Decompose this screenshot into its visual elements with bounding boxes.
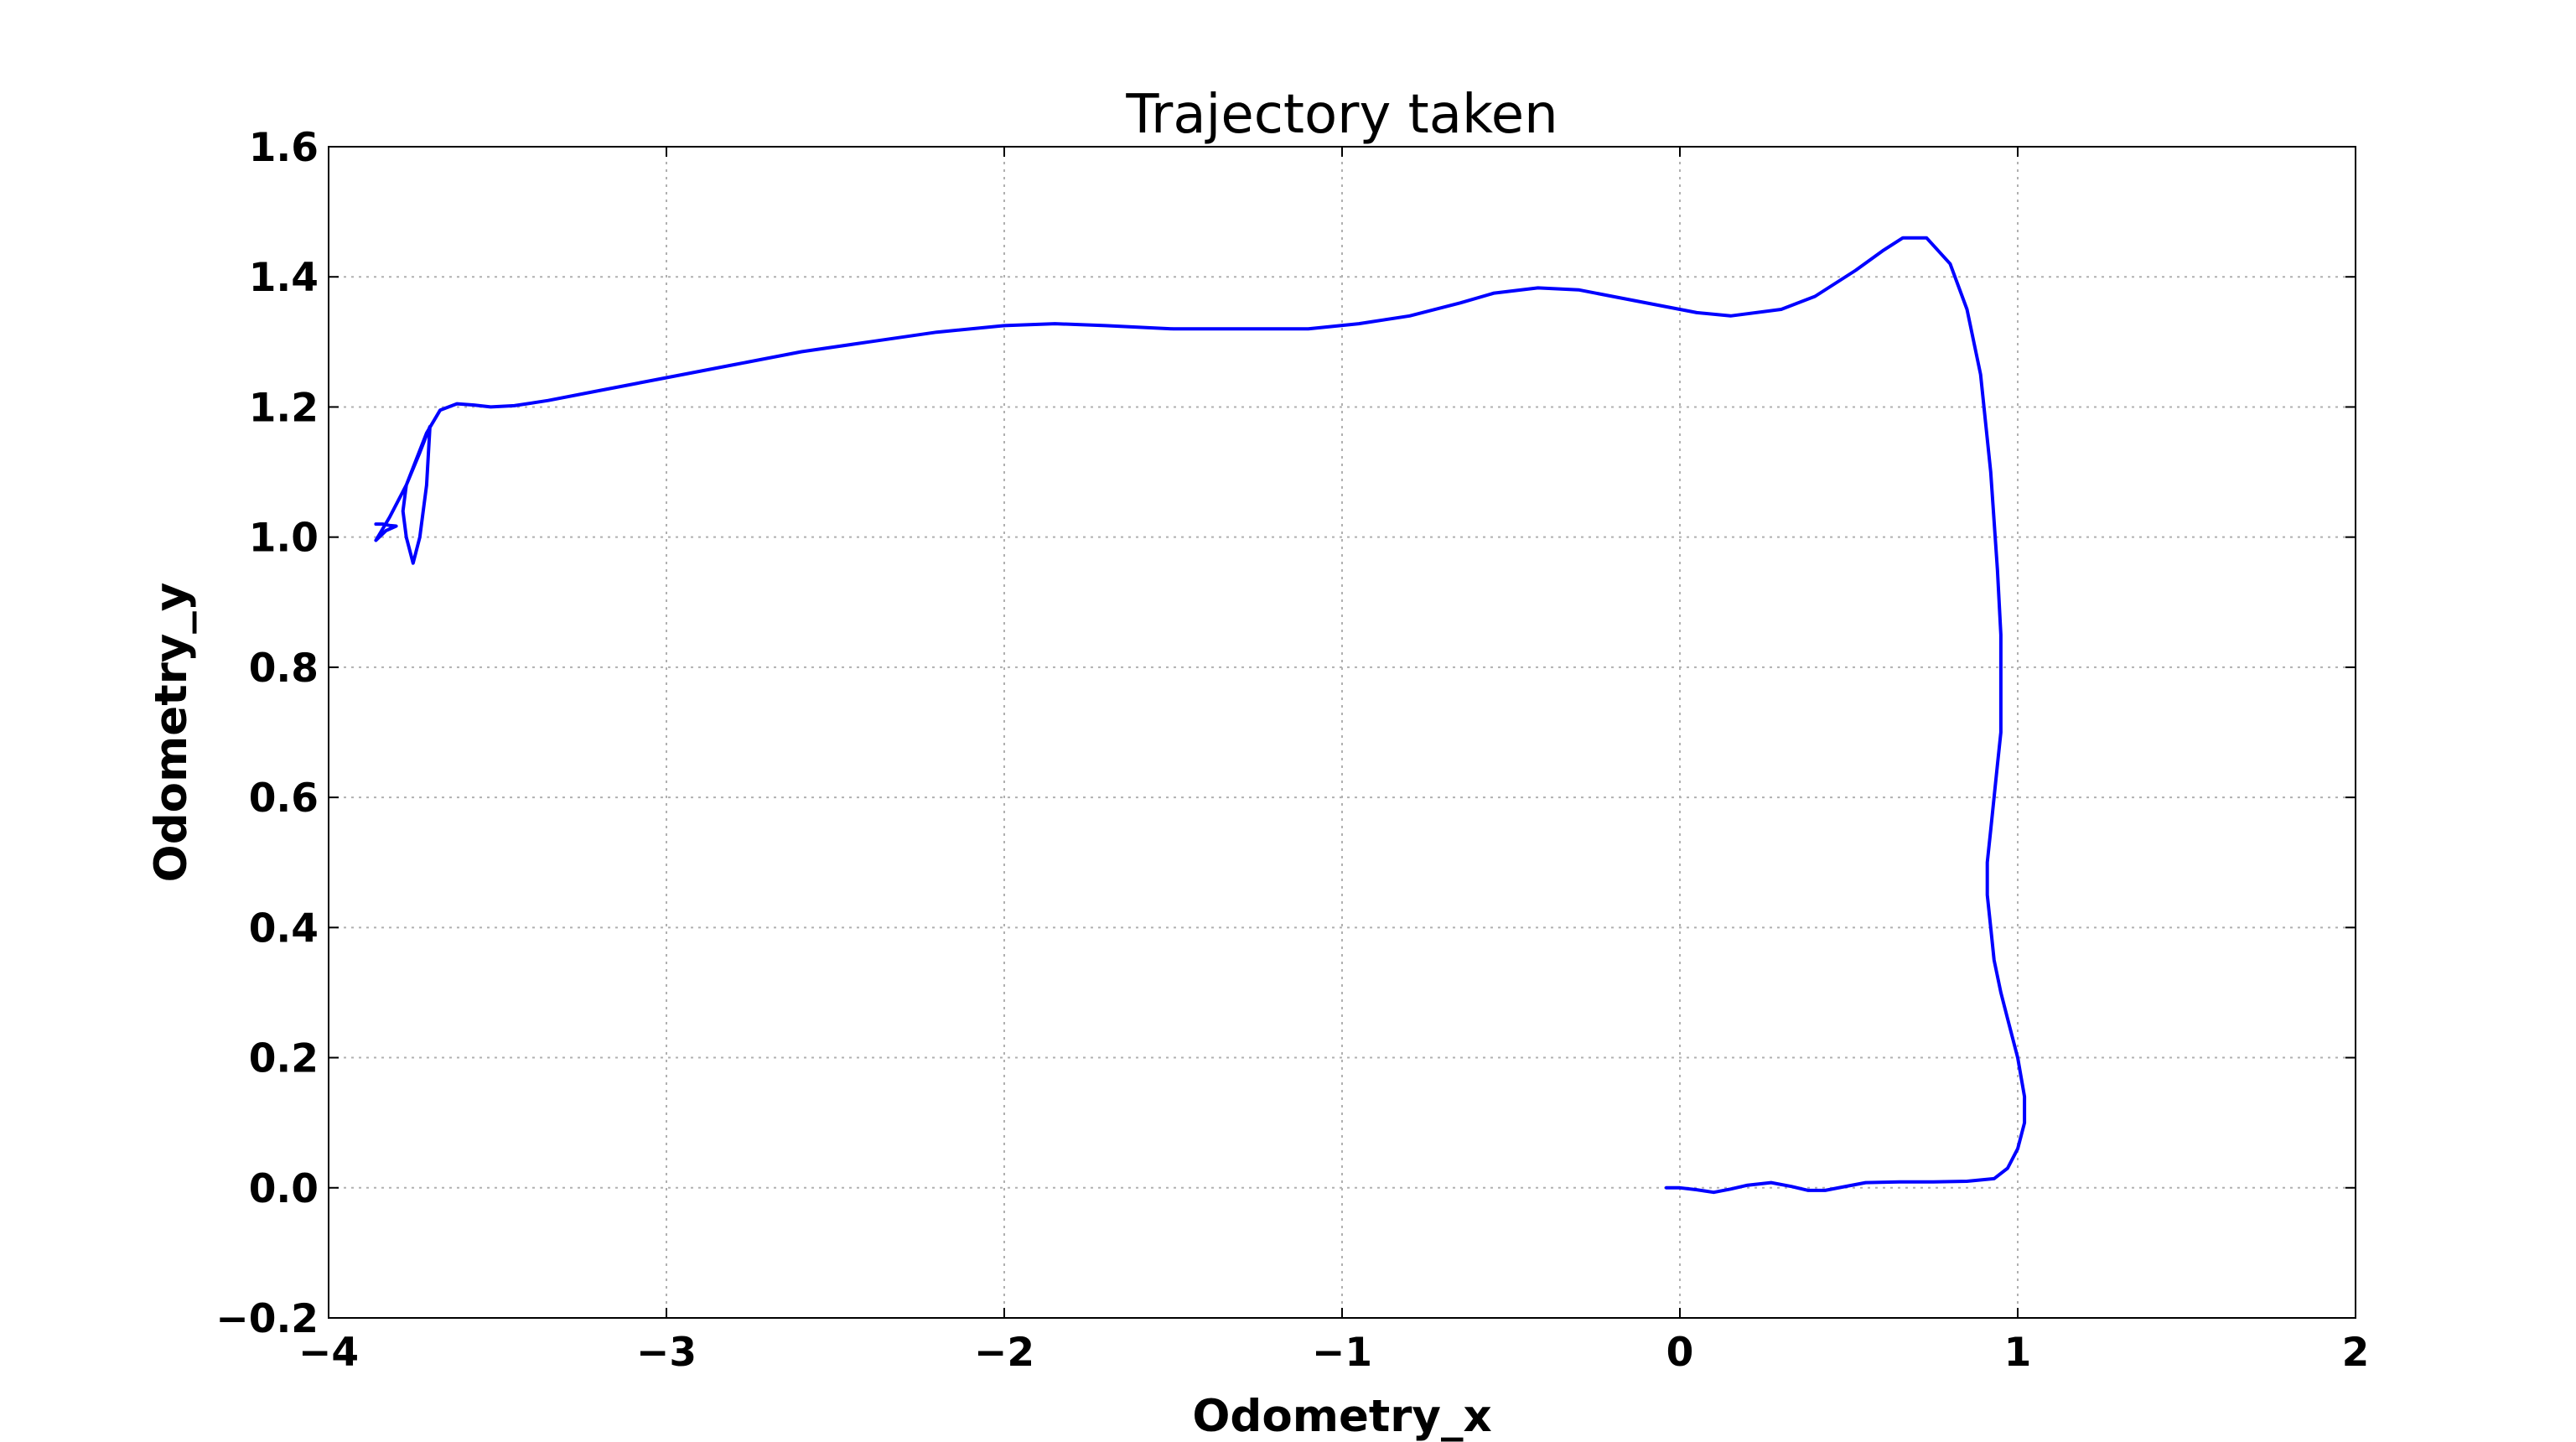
y-axis-label: Odometry_y	[146, 583, 197, 883]
x-tick-label: −3	[636, 1330, 697, 1376]
x-tick-label: 1	[2004, 1330, 2032, 1376]
x-tick-label: −2	[974, 1330, 1034, 1376]
y-tick-label: 0.4	[249, 905, 319, 952]
y-tick-label: 0.2	[249, 1036, 319, 1082]
y-tick-label: 1.6	[249, 125, 319, 171]
x-tick-label: 0	[1666, 1330, 1694, 1376]
y-tick-label: 1.2	[249, 385, 319, 431]
y-tick-label: 1.4	[249, 255, 319, 301]
x-tick-labels: −4 −3 −2 −1 0 1 2	[298, 1330, 2369, 1376]
y-tick-label: 0.6	[249, 775, 319, 822]
x-axis-label: Odometry_x	[1192, 1391, 1491, 1442]
y-tick-label: 0.8	[249, 646, 319, 692]
trajectory-line	[374, 236, 2027, 1195]
y-tick-label: 0.0	[249, 1166, 319, 1212]
y-tick-label: −0.2	[215, 1296, 319, 1342]
y-tick-label: 1.0	[249, 516, 319, 562]
x-tick-label: −4	[298, 1330, 359, 1376]
series-layer	[374, 236, 2027, 1195]
x-tick-label: 2	[2342, 1330, 2370, 1376]
tick-marks	[328, 146, 2356, 1319]
x-tick-label: −1	[1312, 1330, 1372, 1376]
y-tick-labels: −0.2 0.0 0.2 0.4 0.6 0.8 1.0 1.2 1.4 1.6	[215, 125, 319, 1342]
chart-title: Trajectory taken	[1125, 84, 1558, 146]
